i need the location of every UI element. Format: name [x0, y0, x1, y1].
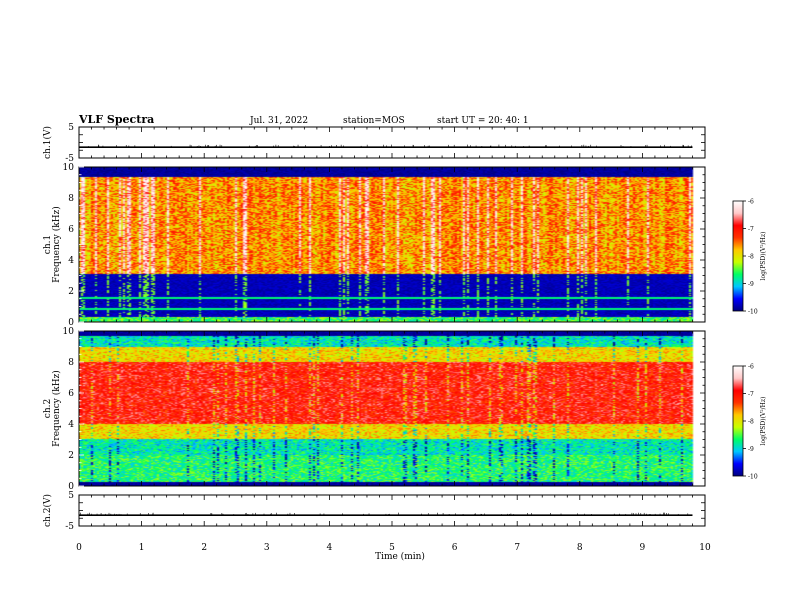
y-tick-label: 0 [68, 482, 74, 492]
x-tick-label: 5 [389, 543, 395, 553]
start-time-label: start UT = 20: 40: 1 [437, 116, 529, 126]
x-tick-label: 0 [76, 543, 82, 553]
x-tick-label: 6 [452, 543, 458, 553]
x-tick-label: 8 [577, 543, 583, 553]
y-axis-label: ch.1(V) [42, 126, 53, 159]
y-tick-label: 8 [68, 194, 74, 204]
ch2-spectrogram-panel: 0 2 4 6 8 10 ch.2 Frequency (kHz) [43, 327, 706, 492]
x-tick-label: 1 [139, 543, 145, 553]
y-tick-label: 8 [68, 358, 74, 368]
colorbars: -6 -7 -8 -9 -10 log(PSD)(V²/Hz) -6 -7 -8 -9 -10 log… [732, 199, 767, 481]
y-tick-label: -5 [65, 154, 74, 164]
y-tick-label: 2 [68, 451, 74, 461]
y-tick-label: 4 [68, 420, 74, 430]
ch1-voltage-panel: 5 -5 ch.1(V) [42, 123, 706, 164]
colorbar-tick-label: -10 [748, 474, 758, 481]
y-tick-label: -5 [65, 522, 74, 532]
x-tick-label: 3 [264, 543, 270, 553]
y-tick-label: 4 [68, 256, 74, 266]
x-tick-label: 10 [699, 543, 711, 553]
time-axis: 0 1 2 3 4 5 6 7 8 9 10 Time (min) [76, 543, 711, 562]
colorbar [732, 365, 744, 477]
colorbar-label: log(PSD)(V²/Hz) [760, 397, 767, 446]
colorbar-tick-label: -9 [748, 446, 754, 453]
ch1-spectrogram-panel: 0 2 4 6 8 10 ch.1 Frequency (kHz) [43, 163, 706, 328]
colorbar-tick-label: -9 [748, 281, 754, 288]
colorbar-tick-label: -6 [748, 199, 754, 206]
x-tick-label: 4 [327, 543, 333, 553]
y-tick-label: 0 [68, 318, 74, 328]
y-tick-label: 10 [63, 327, 75, 337]
y-axis-label: ch.1 [43, 235, 53, 254]
y-tick-label: 2 [68, 287, 74, 297]
y-tick-label: 10 [63, 163, 75, 173]
y-axis-label: Frequency (kHz) [51, 206, 62, 283]
y-tick-label: 6 [68, 389, 74, 399]
colorbar-tick-label: -10 [748, 309, 758, 316]
ch2-voltage-panel: 5 -5 ch.2(V) [42, 491, 706, 532]
colorbar-tick-label: -7 [748, 226, 754, 233]
colorbar-tick-label: -7 [748, 391, 754, 398]
y-tick-label: 6 [68, 225, 74, 235]
y-axis-label: ch.2 [43, 399, 53, 418]
colorbar-tick-label: -6 [748, 364, 754, 371]
ch2-spectrogram-image [79, 331, 705, 486]
y-axis-label: Frequency (kHz) [51, 370, 62, 447]
x-axis-label: Time (min) [375, 551, 425, 562]
y-tick-label: 5 [68, 123, 74, 133]
figure-header: VLF Spectra Jul. 31, 2022 station=MOS st… [78, 113, 529, 126]
x-tick-label: 2 [201, 543, 207, 553]
colorbar-tick-label: -8 [748, 254, 754, 261]
date-label: Jul. 31, 2022 [249, 116, 308, 126]
figure-title: VLF Spectra [78, 113, 154, 126]
colorbar-label: log(PSD)(V²/Hz) [760, 232, 767, 281]
y-axis-label: ch.2(V) [42, 494, 53, 527]
colorbar-tick-label: -8 [748, 419, 754, 426]
ch1-spectrogram-image [79, 167, 705, 322]
x-tick-label: 9 [640, 543, 646, 553]
x-tick-label: 7 [514, 543, 520, 553]
colorbar [732, 200, 744, 312]
station-label: station=MOS [343, 116, 405, 126]
y-tick-label: 5 [68, 491, 74, 501]
